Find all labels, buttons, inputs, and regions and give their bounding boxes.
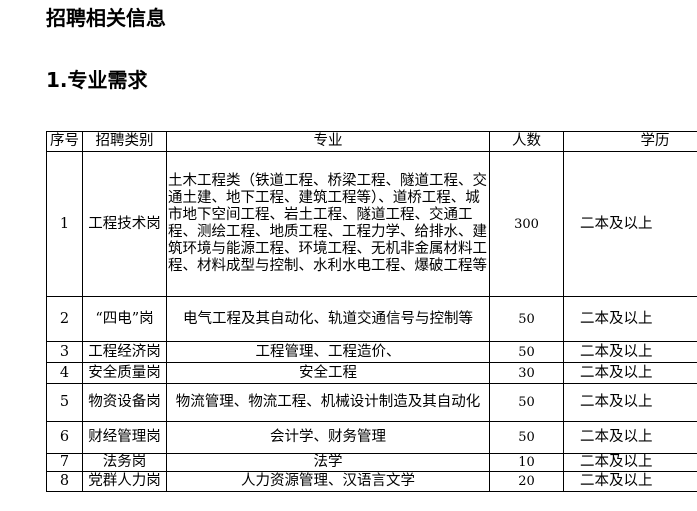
table-cell: 8 <box>46 471 83 492</box>
table-cell: 人力资源管理、汉语言文学 <box>166 471 490 492</box>
table-cell: 30 <box>489 362 564 384</box>
table-cell: “四电”岗 <box>82 296 167 342</box>
table-cell: 安全质量岗 <box>82 362 167 384</box>
table-cell: 党群人力岗 <box>82 471 167 492</box>
header-row: 序号 招聘类别 专业 人数 学历 <box>46 131 697 152</box>
header-cell: 招聘类别 <box>82 131 167 152</box>
table-wrap: 序号 招聘类别 专业 人数 学历 1 工程技术岗 土木工程类（铁道工程、桥梁工程、隧道工程、… <box>46 131 697 492</box>
table-cell: 物流管理、物流工程、机械设计制造及其自动化 <box>166 383 490 422</box>
table-row: 1 工程技术岗 土木工程类（铁道工程、桥梁工程、隧道工程、交通土建、地下工程、建筑工… <box>46 151 697 297</box>
table-cell: 二本及以上 <box>563 296 697 342</box>
table-cell: 安全工程 <box>166 362 490 384</box>
table-cell: 工程管理、工程造价、 <box>166 341 490 363</box>
table-row: 7 法务岗 法学 10 二本及以上 <box>46 453 697 472</box>
table-cell: 二本及以上 <box>563 421 697 454</box>
table-cell: 50 <box>489 341 564 363</box>
table-cell: 土木工程类（铁道工程、桥梁工程、隧道工程、交通土建、地下工程、建筑工程等）、道桥… <box>166 151 490 297</box>
table-row: 6 财经管理岗 会计学、财务管理 50 二本及以上 <box>46 421 697 454</box>
table-cell: 工程技术岗 <box>82 151 167 297</box>
table-row: 4 安全质量岗 安全工程 30 二本及以上 <box>46 362 697 384</box>
table-cell: 二本及以上 <box>563 453 697 472</box>
table-cell: 工程经济岗 <box>82 341 167 363</box>
table-cell: 5 <box>46 383 83 422</box>
table-body: 1 工程技术岗 土木工程类（铁道工程、桥梁工程、隧道工程、交通土建、地下工程、建筑工… <box>46 151 697 492</box>
table-cell: 4 <box>46 362 83 384</box>
table-cell: 电气工程及其自动化、轨道交通信号与控制等 <box>166 296 490 342</box>
table-cell: 二本及以上 <box>563 471 697 492</box>
table-cell: 50 <box>489 383 564 422</box>
table-cell: 10 <box>489 453 564 472</box>
table-cell: 50 <box>489 421 564 454</box>
table-cell: 法务岗 <box>82 453 167 472</box>
table-cell: 50 <box>489 296 564 342</box>
page-title: 招聘相关信息 <box>46 6 166 30</box>
table-cell: 二本及以上 <box>563 151 697 297</box>
header-cell: 序号 <box>46 131 83 152</box>
header-cell: 人数 <box>489 131 564 152</box>
table-cell: 二本及以上 <box>563 341 697 363</box>
table-cell: 7 <box>46 453 83 472</box>
table-cell: 法学 <box>166 453 490 472</box>
requirements-table: 序号 招聘类别 专业 人数 学历 1 工程技术岗 土木工程类（铁道工程、桥梁工程、隧道工程、… <box>46 131 697 492</box>
table-cell: 2 <box>46 296 83 342</box>
table-cell: 财经管理岗 <box>82 421 167 454</box>
table-row: 3 工程经济岗 工程管理、工程造价、 50 二本及以上 <box>46 341 697 363</box>
table-cell: 300 <box>489 151 564 297</box>
table-cell: 20 <box>489 471 564 492</box>
table-cell: 物资设备岗 <box>82 383 167 422</box>
table-cell: 二本及以上 <box>563 383 697 422</box>
section-title: 1.专业需求 <box>46 68 148 92</box>
table-cell: 3 <box>46 341 83 363</box>
table-row: 2 “四电”岗 电气工程及其自动化、轨道交通信号与控制等 50 二本及以上 <box>46 296 697 342</box>
table-cell: 会计学、财务管理 <box>166 421 490 454</box>
header-cell: 学历 <box>563 131 697 152</box>
table-cell: 二本及以上 <box>563 362 697 384</box>
table-cell: 6 <box>46 421 83 454</box>
table-row: 8 党群人力岗 人力资源管理、汉语言文学 20 二本及以上 <box>46 471 697 492</box>
header-cell: 专业 <box>166 131 490 152</box>
table-cell: 1 <box>46 151 83 297</box>
table-row: 5 物资设备岗 物流管理、物流工程、机械设计制造及其自动化 50 二本及以上 <box>46 383 697 422</box>
